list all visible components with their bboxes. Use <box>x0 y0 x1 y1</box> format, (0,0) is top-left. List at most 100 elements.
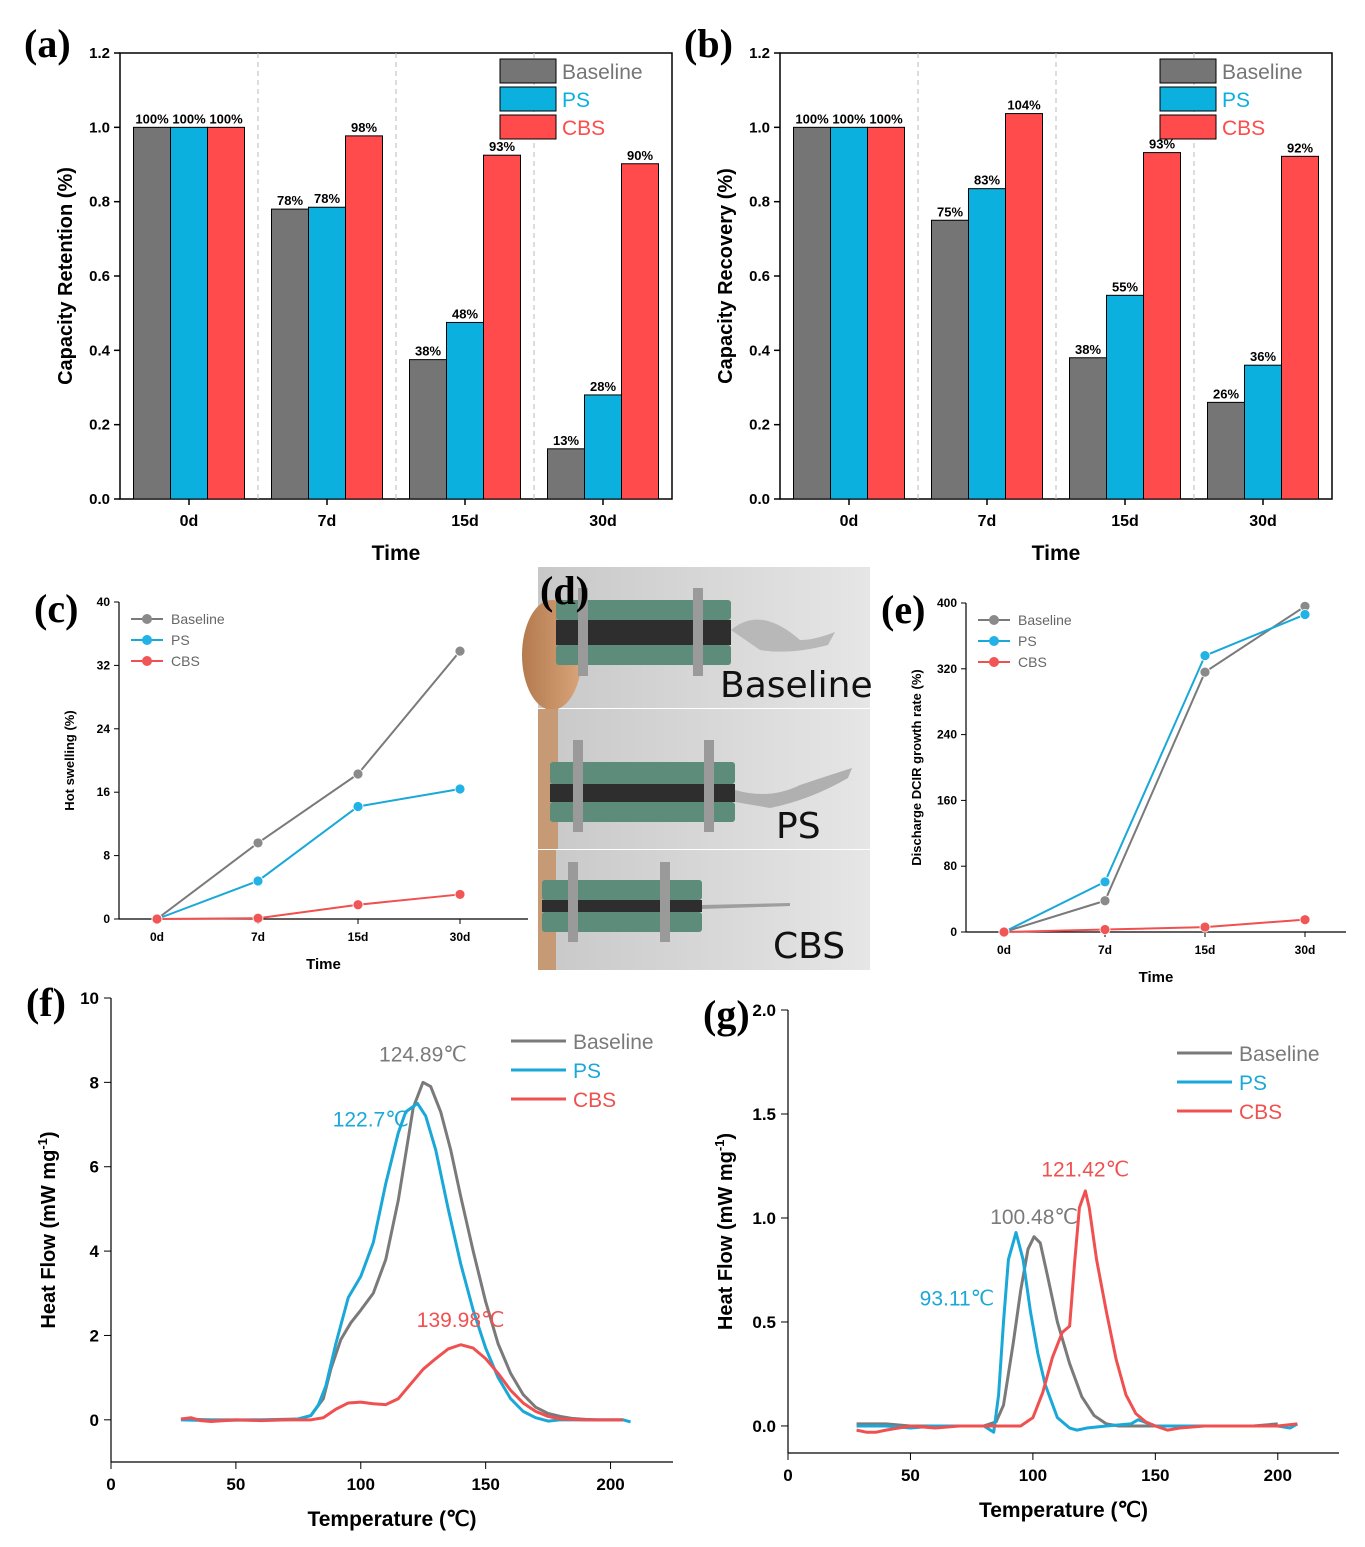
y-tick-label: 0.5 <box>752 1313 776 1332</box>
bar-value-label: 26% <box>1213 386 1239 401</box>
peak-annotation: 93.11℃ <box>920 1287 995 1310</box>
legend-label: CBS <box>171 653 200 669</box>
bar-value-label: 104% <box>1007 98 1041 113</box>
peak-annotation: 124.89℃ <box>379 1043 467 1066</box>
panel-label: (e) <box>881 587 925 632</box>
x-axis-title: Temperature (℃) <box>307 1508 476 1531</box>
data-point-ps <box>1199 650 1211 662</box>
x-tick-label: 0d <box>840 513 859 530</box>
peak-annotation: 122.7℃ <box>333 1109 409 1132</box>
bar-value-label: 36% <box>1250 349 1276 364</box>
y-tick-label: 0.0 <box>89 491 110 508</box>
y-axis-title-main: Heat Flow (mW mg <box>715 1151 737 1330</box>
panel-label: (f) <box>26 980 66 1025</box>
y-tick-label: 0.4 <box>749 342 771 359</box>
bar-value-label: 100% <box>209 111 243 126</box>
x-tick-label: 0 <box>783 1466 792 1485</box>
bolt <box>704 740 714 832</box>
data-point-cbs <box>151 913 163 925</box>
x-tick-label: 200 <box>1264 1466 1292 1485</box>
clamp-plate-top <box>542 880 702 900</box>
legend-label: Baseline <box>171 611 225 627</box>
legend-label: Baseline <box>1222 61 1303 84</box>
legend-label: CBS <box>1239 1101 1282 1124</box>
y-tick-label: 0.0 <box>749 491 770 508</box>
bar-baseline <box>1069 357 1107 500</box>
data-point-baseline <box>454 645 466 657</box>
legend-marker <box>142 635 152 645</box>
bar-value-label: 78% <box>314 191 340 206</box>
y-tick-label: 1.2 <box>89 45 110 62</box>
clamp-plate-bottom <box>550 802 735 822</box>
panel-g: 0.0 0.5 1.0 1.5 2.0 0 50 100 150 200 100.48℃ 93.11℃… <box>703 992 1339 1522</box>
bar-value-label: 93% <box>1149 137 1175 152</box>
y-axis-title-end: ) <box>38 1131 60 1138</box>
photo-caption-baseline: Baseline <box>720 665 873 706</box>
clamp-plate-top <box>556 600 731 620</box>
data-point-cbs <box>1099 924 1111 935</box>
y-axis-title-sup: -1 <box>35 1138 50 1150</box>
bar-baseline <box>271 208 309 500</box>
y-axis-title-sup: -1 <box>712 1140 727 1152</box>
legend-label: CBS <box>1018 654 1047 670</box>
legend-marker <box>142 614 152 624</box>
legend-label: Baseline <box>1239 1043 1320 1066</box>
x-tick-label: 15d <box>1111 513 1139 530</box>
bolt <box>568 862 578 942</box>
y-tick-label: 240 <box>937 728 957 742</box>
bar-ps <box>584 394 622 500</box>
y-tick-label: 0 <box>90 1411 99 1430</box>
bar-cbs <box>207 126 245 500</box>
data-point-cbs <box>1199 921 1211 933</box>
y-axis-title: Capacity Recovery (%) <box>715 168 737 384</box>
bar-value-label: 93% <box>489 139 515 154</box>
series-line-baseline <box>1003 605 1306 933</box>
bar-value-label: 75% <box>937 204 963 219</box>
clamp-plate-bottom <box>542 912 702 932</box>
x-tick-label: 0 <box>106 1475 115 1494</box>
x-tick-label: 200 <box>596 1475 624 1494</box>
bolt <box>578 588 588 676</box>
legend-swatch <box>499 58 557 84</box>
bar-ps <box>446 321 484 500</box>
bar-value-label: 55% <box>1112 279 1138 294</box>
peak-annotation: 139.98℃ <box>417 1309 505 1332</box>
panel-label: (g) <box>703 992 750 1037</box>
y-axis-title: Discharge DCIR growth rate (%) <box>909 669 924 865</box>
cell-stack <box>542 900 702 912</box>
data-point-cbs <box>998 926 1010 938</box>
data-point-cbs <box>1299 914 1311 926</box>
clamp-plate-bottom <box>556 645 731 665</box>
series-line-ps <box>156 788 461 920</box>
y-axis-title-main: Heat Flow (mW mg <box>38 1150 60 1329</box>
panel-label: (c) <box>34 586 78 631</box>
y-tick-label: 0.4 <box>89 342 111 359</box>
legend-label: PS <box>1222 89 1250 112</box>
y-tick-label: 1.0 <box>752 1209 776 1228</box>
x-tick-label: 100 <box>347 1475 375 1494</box>
bar-baseline <box>409 359 447 500</box>
bar-ps <box>170 126 208 500</box>
bar-cbs <box>1281 155 1319 500</box>
bar-value-label: 92% <box>1287 140 1313 155</box>
bar-ps <box>308 206 346 500</box>
x-tick-label: 15d <box>451 513 479 530</box>
y-tick-label: 0.8 <box>89 194 110 211</box>
y-tick-label: 160 <box>937 793 957 807</box>
y-axis-title: Heat Flow (mW mg-1) <box>712 1133 737 1330</box>
bar-value-label: 13% <box>553 433 579 448</box>
y-tick-label: 0.6 <box>89 268 110 285</box>
y-axis-title: Capacity Retention (%) <box>55 167 77 385</box>
legend-label: Baseline <box>562 61 643 84</box>
data-point-ps <box>1299 609 1311 620</box>
cell-stack <box>550 784 735 802</box>
y-tick-label: 16 <box>97 785 111 799</box>
x-tick-label: 150 <box>1141 1466 1169 1485</box>
bolt <box>660 862 670 942</box>
legend-swatch <box>1159 58 1217 84</box>
legend-swatch <box>499 86 557 112</box>
panel-label-d: (d) <box>540 568 589 613</box>
bar-baseline <box>133 126 171 500</box>
bolt <box>693 588 703 676</box>
bar-baseline <box>1207 401 1245 500</box>
